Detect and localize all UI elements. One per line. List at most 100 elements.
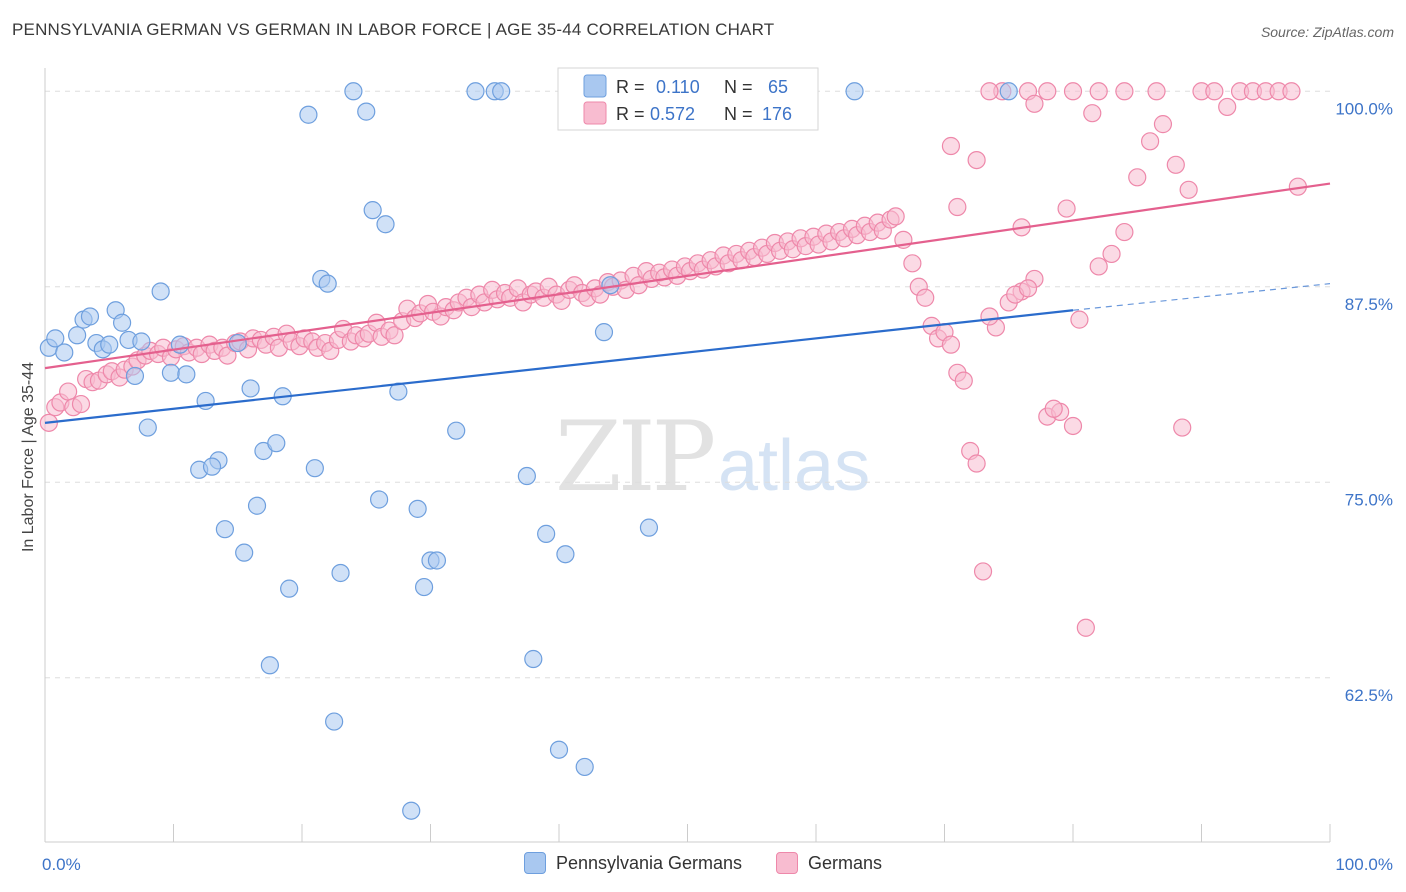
y-tick-labels: 100.0% 87.5% 75.0% 62.5%	[1335, 99, 1393, 705]
germans-point-54	[385, 326, 404, 345]
pennsylvania-germans-point-59	[575, 757, 594, 777]
germans-point-140	[941, 335, 961, 354]
pennsylvania-germans-point-53	[492, 82, 511, 101]
trend-lines	[44, 182, 1331, 424]
pennsylvania-germans-point-36	[318, 274, 337, 293]
pennsylvania-germans-point-10	[112, 313, 132, 332]
pennsylvania-germans-point-32	[280, 579, 299, 598]
pennsylvania-germans-point-12	[125, 366, 145, 386]
germans-point-136	[916, 288, 935, 307]
pennsylvania-germans-point-5	[80, 307, 100, 326]
germans-point-5	[71, 394, 91, 414]
pennsylvania-germans-point-26	[241, 379, 260, 398]
germans-point-175	[1070, 310, 1089, 329]
pennsylvania-germans-point-25	[235, 543, 254, 562]
x-tick-labels: 0.0% 100.0%	[42, 855, 1393, 874]
pennsylvania-germans-trend-line	[44, 309, 1074, 424]
germans-point-3	[59, 382, 78, 401]
legend-n-value-blue: 65	[768, 77, 788, 97]
pennsylvania-germans-point-40	[357, 102, 376, 121]
legend-item-pennsylvania-germans: Pennsylvania Germans	[523, 852, 742, 874]
axes	[44, 68, 1331, 843]
legend-r-label-pink: R =	[616, 104, 645, 124]
pennsylvania-germans-points	[39, 82, 1018, 820]
germans-point-160	[1166, 155, 1185, 174]
legend-bottom-swatch-pink	[776, 852, 799, 874]
germans-trend-line	[44, 182, 1331, 370]
legend-swatch-germans	[583, 101, 607, 125]
y-tick-label-2: 75.0%	[1345, 490, 1393, 509]
legend-n-label-blue: N =	[724, 77, 753, 97]
zipatlas-watermark: ZIP atlas	[555, 401, 870, 513]
pennsylvania-germans-point-54	[517, 466, 536, 486]
chart-title: PENNSYLVANIA GERMAN VS GERMAN IN LABOR F…	[12, 20, 775, 39]
germans-point-177	[967, 150, 986, 170]
pennsylvania-germans-point-55	[524, 649, 543, 669]
y-tick-label-3: 62.5%	[1345, 686, 1393, 705]
germans-point-144	[967, 454, 986, 473]
pennsylvania-germans-point-2	[55, 343, 74, 362]
legend-bottom: Pennsylvania Germans Germans	[0, 852, 1406, 874]
legend-n-label-pink: N =	[724, 104, 753, 124]
pennsylvania-germans-point-13	[132, 332, 151, 351]
germans-point-164	[1218, 97, 1237, 117]
germans-point-188	[1083, 104, 1102, 123]
legend-item-germans: Germans	[776, 852, 882, 874]
pennsylvania-germans-point-63	[845, 82, 864, 101]
germans-point-169	[1282, 82, 1301, 101]
pennsylvania-germans-point-27	[247, 496, 267, 515]
pennsylvania-germans-point-33	[299, 105, 318, 124]
legend-bottom-label-pink: Germans	[808, 852, 883, 873]
pennsylvania-germans-point-23	[215, 520, 234, 539]
pennsylvania-germans-point-50	[447, 421, 466, 440]
pennsylvania-germans-point-45	[402, 801, 421, 820]
pennsylvania-germans-point-16	[161, 363, 181, 382]
germans-point-159	[1153, 115, 1173, 134]
pennsylvania-germans-point-37	[325, 712, 344, 731]
pennsylvania-germans-point-42	[370, 490, 389, 509]
pennsylvania-germans-point-22	[202, 457, 222, 476]
chart-source: Source: ZipAtlas.com	[1260, 24, 1394, 40]
legend-bottom-swatch-blue	[523, 852, 546, 874]
germans-point-157	[1128, 168, 1147, 187]
germans-point-153	[1076, 618, 1095, 637]
germans-point-155	[1102, 244, 1121, 264]
germans-point-176	[941, 136, 961, 156]
germans-point-191	[948, 197, 967, 217]
legend-n-value-pink: 176	[762, 104, 792, 124]
pennsylvania-germans-point-51	[466, 82, 485, 101]
pennsylvania-germans-point-29	[267, 434, 286, 453]
pennsylvania-germans-point-3	[68, 326, 87, 345]
pennsylvania-germans-point-41	[363, 201, 382, 220]
pennsylvania-germans-point-18	[177, 365, 196, 384]
germans-point-189	[1057, 199, 1076, 218]
germans-point-152	[1063, 416, 1083, 436]
pennsylvania-germans-point-34	[305, 459, 324, 478]
germans-point-182	[1063, 82, 1083, 101]
germans-point-145	[973, 562, 993, 581]
germans-point-142	[954, 371, 973, 390]
germans-points	[39, 82, 1307, 637]
pennsylvania-germans-point-15	[151, 282, 170, 301]
germans-point-156	[1115, 222, 1134, 242]
pennsylvania-germans-trend-extension	[1072, 283, 1331, 311]
pennsylvania-germans-point-49	[427, 551, 447, 570]
pennsylvania-germans-point-38	[331, 563, 350, 583]
y-tick-label-1: 87.5%	[1345, 295, 1393, 314]
x-tick-label-right: 100.0%	[1335, 855, 1393, 874]
germans-point-186	[980, 82, 999, 101]
germans-point-181	[1089, 82, 1108, 101]
germans-point-173	[980, 307, 999, 326]
x-tick-label-left: 0.0%	[42, 855, 81, 874]
germans-point-180	[1115, 82, 1134, 101]
germans-point-132	[886, 207, 905, 226]
germans-point-179	[1147, 82, 1166, 101]
germans-point-158	[1140, 132, 1160, 151]
germans-point-170	[1044, 399, 1063, 418]
pennsylvania-germans-point-24	[228, 333, 247, 353]
legend-r-value-pink: 0.572	[650, 104, 695, 124]
watermark-zip: ZIP	[555, 401, 714, 513]
germans-point-171	[1173, 418, 1192, 437]
pennsylvania-germans-point-62	[639, 518, 659, 537]
pennsylvania-germans-point-64	[999, 82, 1018, 101]
